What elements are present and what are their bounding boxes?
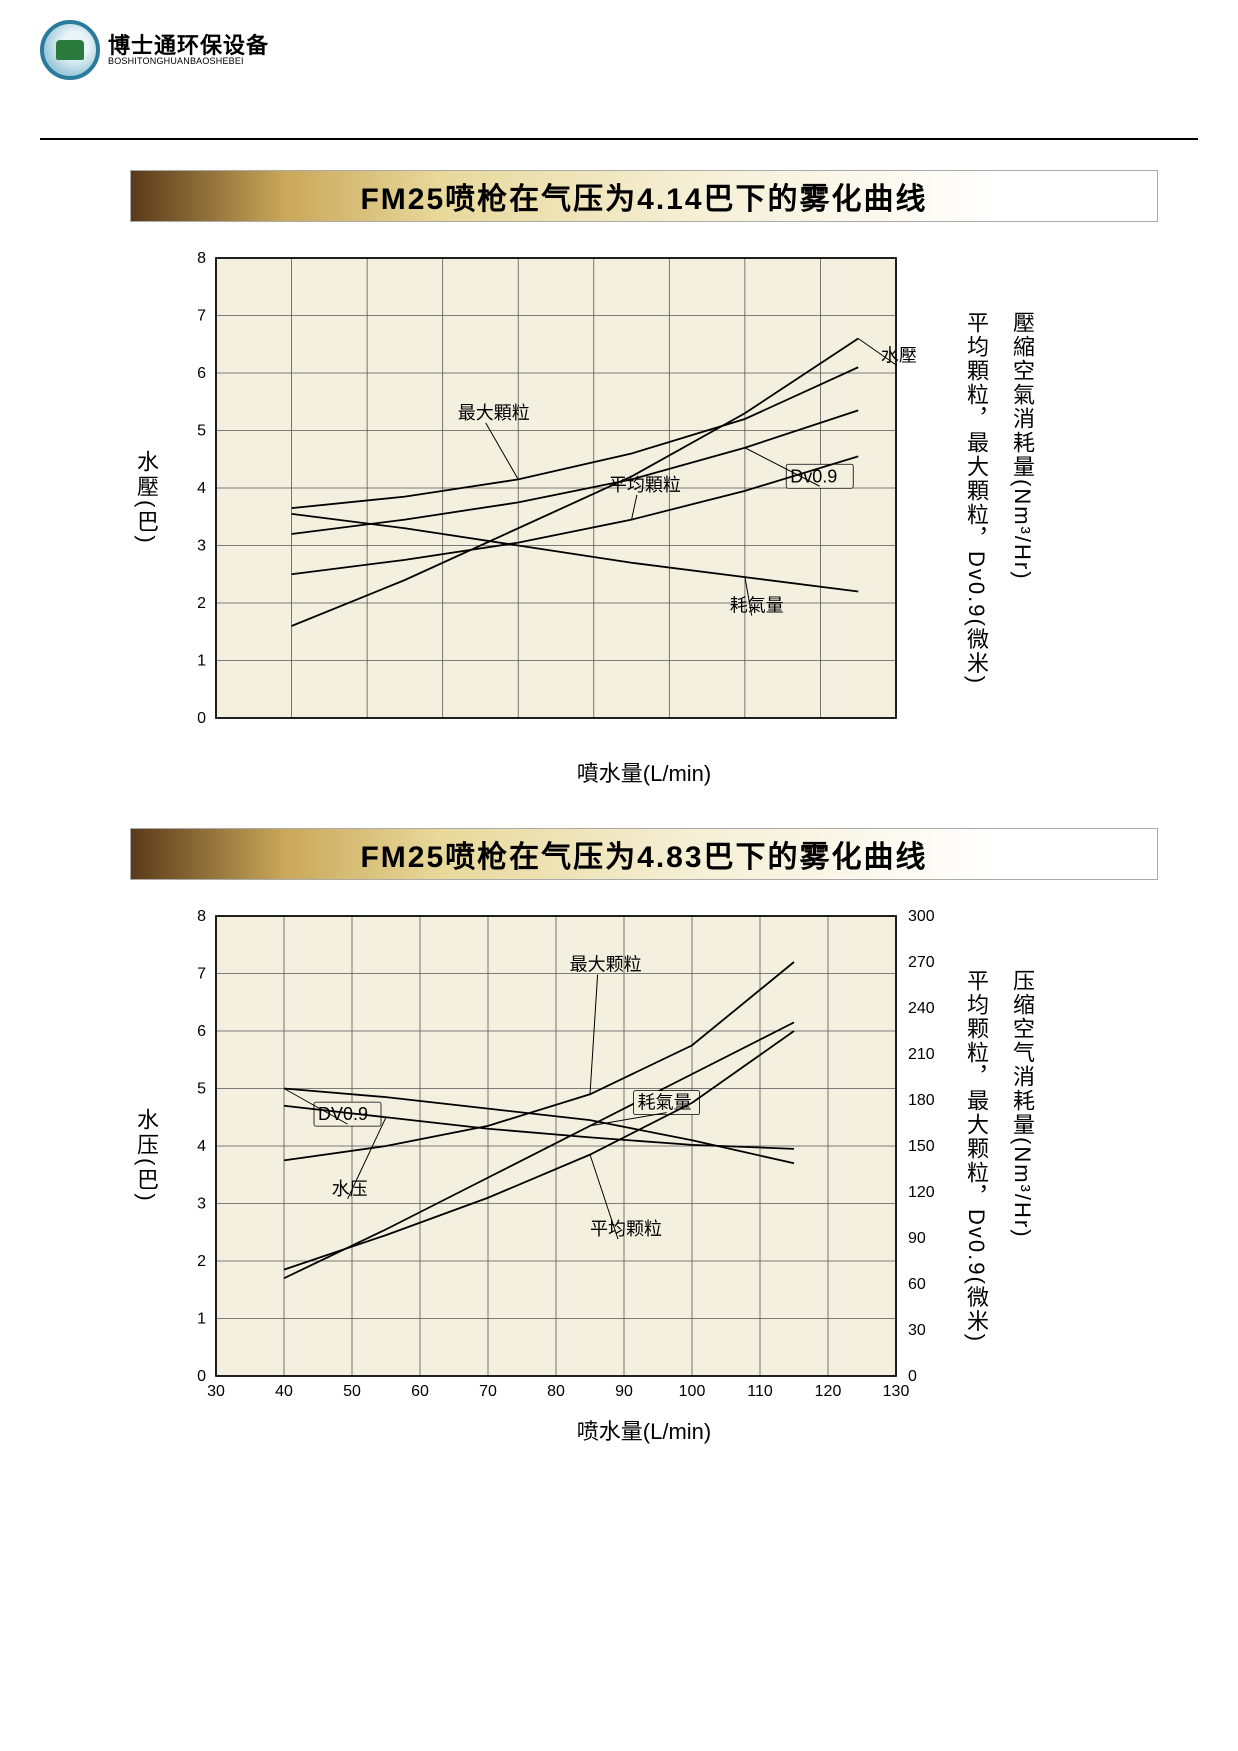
chart-title: FM25喷枪在气压为4.14巴下的雾化曲线 [130,170,1158,222]
svg-text:130: 130 [883,1383,910,1400]
y-right-label-1: 平均顆粒，最大顆粒，Dv0.9(微米) [960,311,992,685]
svg-text:0: 0 [197,710,206,727]
svg-text:4: 4 [197,1138,206,1155]
svg-text:5: 5 [197,423,206,440]
logo: 博士通环保设备 BOSHITONGHUANBAOSHEBEI [40,20,1198,80]
svg-text:90: 90 [615,1383,633,1400]
svg-text:110: 110 [747,1383,773,1400]
series-label: 耗氣量 [730,596,784,616]
series-label: 水壓 [881,346,917,366]
series-label: 平均顆粒 [609,475,681,495]
chart-0: 012345678水壓最大顆粒Dv0.9平均顆粒耗氣量 [166,248,946,748]
series-label: 最大颗粒 [570,955,642,975]
svg-text:300: 300 [908,908,935,925]
svg-text:7: 7 [197,308,206,325]
svg-text:120: 120 [815,1383,842,1400]
svg-text:7: 7 [197,966,206,983]
svg-text:40: 40 [275,1383,293,1400]
svg-text:6: 6 [197,1023,206,1040]
logo-text-cn: 博士通环保设备 [108,35,269,57]
svg-text:70: 70 [479,1383,497,1400]
svg-text:3: 3 [197,1196,206,1213]
y-right-label-2: 压缩空气消耗量(Nm³/Hr) [1006,969,1038,1343]
series-label: 平均颗粒 [590,1219,662,1239]
svg-text:0: 0 [908,1368,917,1385]
svg-text:180: 180 [908,1092,935,1109]
svg-text:5: 5 [197,1081,206,1098]
series-label: 水压 [332,1179,368,1199]
svg-text:4: 4 [197,480,206,497]
svg-text:1: 1 [197,1311,206,1328]
y-left-label: 水压(巴) [130,1108,162,1204]
svg-text:2: 2 [197,595,206,612]
svg-text:8: 8 [197,250,206,267]
series-label: 最大顆粒 [458,403,530,423]
logo-text-en: BOSHITONGHUANBAOSHEBEI [108,57,269,66]
svg-text:6: 6 [197,365,206,382]
svg-text:30: 30 [207,1383,225,1400]
svg-text:1: 1 [197,653,206,670]
logo-icon [40,20,100,80]
svg-text:80: 80 [547,1383,565,1400]
svg-text:30: 30 [908,1322,926,1339]
svg-text:150: 150 [908,1138,935,1155]
x-axis-label: 喷水量(L/min) [130,1414,1158,1446]
svg-text:60: 60 [908,1276,926,1293]
svg-text:0: 0 [197,1368,206,1385]
svg-text:240: 240 [908,1000,935,1017]
x-axis-label: 噴水量(L/min) [130,756,1158,788]
y-right-label-1: 平均颗粒，最大颗粒，Dv0.9(微米) [960,969,992,1343]
svg-text:270: 270 [908,954,935,971]
y-left-label: 水壓(巴) [130,450,162,546]
svg-text:2: 2 [197,1253,206,1270]
y-right-label-2: 壓縮空氣消耗量(Nm³/Hr) [1006,311,1038,685]
chart-title: FM25喷枪在气压为4.83巴下的雾化曲线 [130,828,1158,880]
svg-text:90: 90 [908,1230,926,1247]
svg-text:100: 100 [679,1383,706,1400]
svg-text:3: 3 [197,538,206,555]
chart-1: 3040506070809010011012013001234567803060… [166,906,946,1406]
svg-text:60: 60 [411,1383,429,1400]
svg-text:8: 8 [197,908,206,925]
svg-text:210: 210 [908,1046,935,1063]
series-label: 耗氣量 [638,1093,692,1113]
svg-text:50: 50 [343,1383,361,1400]
divider [40,138,1198,140]
svg-text:120: 120 [908,1184,935,1201]
